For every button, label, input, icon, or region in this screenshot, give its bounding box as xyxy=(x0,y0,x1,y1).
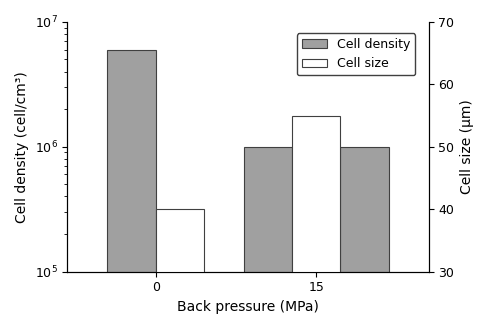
Y-axis label: Cell density (cell/cm³): Cell density (cell/cm³) xyxy=(15,71,29,223)
Bar xyxy=(155,209,203,272)
Y-axis label: Cell size (μm): Cell size (μm) xyxy=(459,99,473,194)
Bar xyxy=(244,147,292,329)
Bar xyxy=(107,50,155,329)
Bar xyxy=(340,147,388,329)
Legend: Cell density, Cell size: Cell density, Cell size xyxy=(296,33,414,75)
Bar xyxy=(292,115,340,272)
X-axis label: Back pressure (MPa): Back pressure (MPa) xyxy=(177,300,318,314)
